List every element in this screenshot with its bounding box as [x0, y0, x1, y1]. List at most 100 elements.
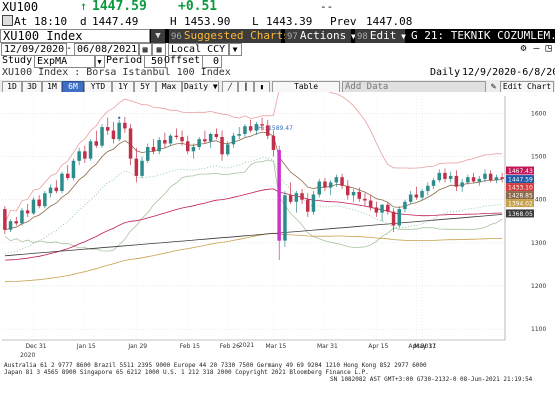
- x-tick-label: Jan 15: [76, 343, 96, 350]
- y-tick-1100: 1100: [531, 326, 546, 333]
- candle-body: [203, 139, 207, 142]
- actions-label: Actions: [299, 29, 347, 42]
- candle-body: [500, 177, 504, 179]
- candle-body: [128, 128, 133, 159]
- candle-body: [431, 180, 436, 186]
- candle-body: [54, 187, 58, 192]
- candle-body: [454, 175, 459, 187]
- price-tag: [506, 183, 534, 192]
- sparkline-placeholder: --: [320, 0, 334, 13]
- y-tick-1200: 1200: [531, 283, 546, 290]
- year-label-2020: 2020: [20, 352, 35, 359]
- candle-body: [71, 160, 76, 179]
- quote-time: 18:10: [34, 15, 68, 28]
- offset-input[interactable]: 0: [202, 55, 222, 68]
- x-tick-label: Jan 29: [127, 343, 147, 350]
- candle-body: [117, 122, 121, 140]
- candle-body: [294, 193, 299, 202]
- candle-body: [174, 135, 179, 137]
- actions-button[interactable]: 97 Actions ▼: [285, 29, 356, 43]
- candle-body: [437, 172, 441, 181]
- edit-label: Edit: [369, 29, 397, 42]
- end-date-input[interactable]: 06/08/2021: [74, 43, 140, 56]
- study-select[interactable]: ExpMA: [34, 55, 96, 68]
- high-annotation: Hi: 1589.47: [258, 125, 293, 132]
- toolbar: XU100 Index ▼ 96 Suggested Charts 97 Actio…: [0, 29, 555, 43]
- candle-body: [123, 122, 127, 129]
- candle-body: [466, 177, 470, 183]
- candle-body: [266, 125, 270, 136]
- range-dash: -: [66, 43, 73, 54]
- candle-body: [191, 147, 196, 152]
- price-tag: [506, 209, 534, 218]
- candle-body: [317, 181, 321, 195]
- pencil-icon[interactable]: ✎: [490, 82, 497, 92]
- currency-select[interactable]: Local CCY: [168, 43, 230, 56]
- settings-icon[interactable]: ⚙: [520, 43, 527, 54]
- candle-body: [300, 193, 304, 200]
- candle-body: [460, 182, 464, 187]
- candle-body: [243, 126, 247, 134]
- candle-body: [168, 135, 173, 144]
- expand-icon[interactable]: ◳: [545, 43, 552, 54]
- high-label: H: [170, 15, 177, 28]
- period-ytd[interactable]: YTD: [84, 81, 112, 93]
- candle-body: [277, 150, 281, 241]
- candle-body: [31, 199, 36, 214]
- security-field[interactable]: XU100 Index: [0, 29, 150, 43]
- candle-body: [20, 210, 24, 224]
- candle-body: [477, 178, 481, 182]
- footer-contacts: Australia 61 2 9777 8600 Brazil 5511 239…: [4, 362, 427, 369]
- date-range-label: 12/9/2020-6/8/2021: [462, 67, 555, 78]
- y-tick-1300: 1300: [531, 240, 546, 247]
- candle-body: [448, 175, 453, 179]
- candle-body: [208, 134, 213, 142]
- study-dropdown-icon[interactable]: ▼: [94, 55, 105, 68]
- price-tag: [506, 175, 534, 184]
- day-open-value: 1447.49: [92, 15, 139, 28]
- chevron-down-icon[interactable]: ▼: [228, 43, 242, 56]
- minimize-icon[interactable]: –: [533, 43, 540, 54]
- high-marker: [117, 116, 121, 120]
- suggested-charts-button[interactable]: 96 Suggested Charts: [169, 29, 290, 43]
- up-arrow-icon: ↑: [80, 0, 88, 13]
- x-tick-label: May 31: [414, 343, 436, 350]
- date-range-row: 12/09/2020 - 06/08/2021 ▦ ▦ Local CCY ▼ …: [0, 43, 555, 56]
- ema-9-line: [4, 131, 503, 231]
- frequency-select[interactable]: Daily ▼: [182, 81, 219, 93]
- candle-body: [8, 221, 13, 230]
- price-chart[interactable]: 1600 1500 1400 1300 1200 1100 Dec 31 Jan 15 Jan…: [0, 92, 555, 359]
- prev-label: Prev: [330, 15, 357, 28]
- candle-body: [420, 191, 424, 198]
- candle-body: [391, 211, 396, 226]
- candle-body: [43, 193, 47, 207]
- day-open-label: d: [80, 15, 87, 28]
- at-label: At: [14, 15, 28, 28]
- chart-title: G 21: TEKNIK COZUMLEM...: [411, 29, 555, 42]
- candle-body: [66, 173, 70, 178]
- y-tick-1500: 1500: [531, 153, 546, 160]
- footer-copyright: Japan 81 3 4565 8900 Singapore 65 6212 1…: [4, 369, 369, 376]
- bollinger-upper: [4, 92, 503, 224]
- ticker-symbol: XU100: [2, 0, 39, 14]
- candle-body: [488, 173, 493, 181]
- candle-body: [100, 127, 104, 146]
- candle-body: [111, 130, 116, 140]
- candle-body: [254, 124, 259, 131]
- candle-body: [306, 199, 310, 212]
- edit-button[interactable]: 98 Edit ▼: [355, 29, 406, 43]
- prev-value: 1447.08: [366, 15, 413, 28]
- frequency-select-value: Daily: [184, 82, 209, 91]
- suggested-code: 96: [171, 32, 182, 42]
- candle-body: [77, 151, 81, 161]
- period-input[interactable]: 50: [144, 55, 166, 68]
- price-tag-label: 1433.10: [508, 185, 533, 192]
- candle-body: [3, 209, 7, 230]
- candle-body: [88, 141, 93, 159]
- candle-body: [25, 210, 30, 214]
- candle-body: [414, 194, 419, 198]
- security-dropdown-icon[interactable]: ▼: [151, 29, 165, 43]
- x-axis: Dec 31 Jan 15 Jan 29 Feb 15 Feb 26 Mar 15 Mar …: [2, 339, 505, 359]
- candle-body: [368, 200, 373, 208]
